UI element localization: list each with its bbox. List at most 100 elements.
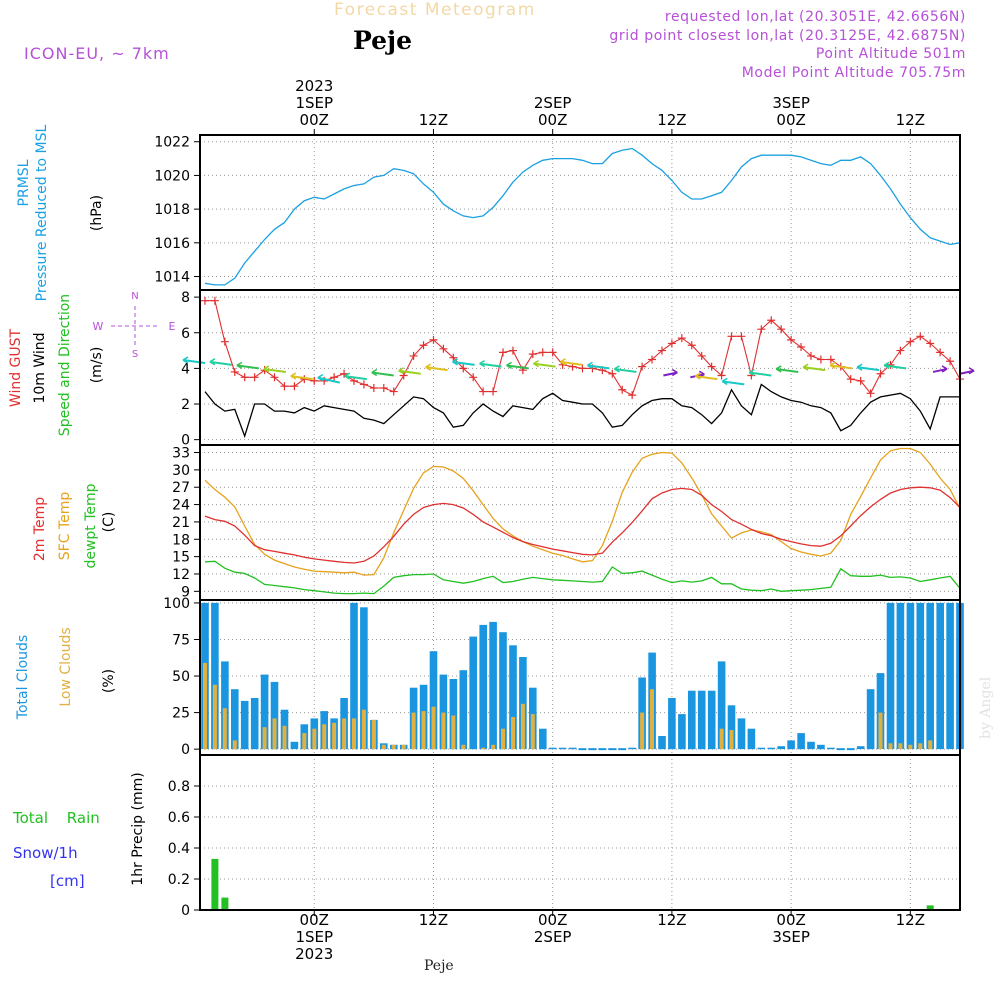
gust-marker <box>707 362 716 371</box>
low-cloud-bar <box>342 718 347 750</box>
gust-marker <box>220 337 229 346</box>
gust-marker <box>717 371 726 380</box>
time-label-top: 00Z <box>776 111 805 129</box>
wind-arrow <box>749 371 772 377</box>
low-cloud-bar <box>461 744 466 750</box>
gust-marker <box>866 389 875 398</box>
gust-marker <box>210 296 219 305</box>
gust-marker <box>916 332 925 341</box>
low-cloud-bar <box>640 712 645 750</box>
wind-arrow-head <box>506 361 512 370</box>
rain-bar <box>926 905 934 910</box>
gust-marker <box>230 367 239 376</box>
model-altitude: Model Point Altitude 705.75m <box>741 65 966 81</box>
wind-ytick-label: 6 <box>181 326 190 342</box>
low-cloud-bar <box>272 718 277 750</box>
low-cloud-bar <box>371 719 376 750</box>
gust-marker <box>369 383 378 392</box>
wind-speed-line <box>204 383 960 439</box>
wind-arrow-head <box>317 374 324 382</box>
wind-arrow <box>883 364 907 370</box>
location-title: Peje <box>353 26 412 55</box>
time-label-top: 12Z <box>657 111 686 129</box>
wind-arrow-head <box>775 365 782 373</box>
gust-marker <box>657 346 666 355</box>
wind-arrow <box>506 364 529 370</box>
wind-ytick-label: 8 <box>181 290 190 306</box>
gust-marker <box>697 351 706 360</box>
wind-arrow <box>587 364 610 370</box>
total-cloud-bar <box>757 747 766 750</box>
total-cloud-bar <box>350 602 358 750</box>
wind-ytick-label: 0 <box>181 433 190 449</box>
requested-coords: requested lon,lat (20.3051E, 42.6656N) <box>664 9 966 25</box>
gust-marker <box>340 369 349 378</box>
time-label-bottom: 00Z <box>538 911 567 929</box>
wind-arrow-head <box>398 367 405 375</box>
total-cloud-bar <box>747 728 756 750</box>
gust-marker <box>608 369 617 378</box>
gust-marker <box>499 348 508 357</box>
total-cloud-bar <box>787 740 795 750</box>
wind-arrow <box>317 376 341 384</box>
wind-arrow-head <box>344 372 351 380</box>
low-cloud-bar <box>312 728 317 750</box>
wind-ytick-label: 4 <box>181 361 190 377</box>
wind-arrow-head <box>533 359 539 368</box>
gust-marker <box>667 339 676 348</box>
low-cloud-bar <box>511 717 515 750</box>
pressure-ytick-label: 1022 <box>154 135 190 151</box>
wind-arrow <box>209 360 233 366</box>
wind-arrow-head <box>587 361 593 370</box>
total-cloud-bar <box>221 661 229 750</box>
clouds-ytick-label: 0 <box>181 742 190 758</box>
gust-marker <box>628 391 637 400</box>
compass-cross <box>111 306 159 346</box>
total-cloud-bar <box>658 736 666 750</box>
low-cloud-bar <box>391 744 396 750</box>
total-cloud-bar <box>519 657 527 750</box>
wind-arrow <box>425 366 448 372</box>
compass-s: S <box>132 349 138 360</box>
gust-marker <box>806 351 815 360</box>
wind-arrow <box>182 359 206 365</box>
wind-arrow <box>959 369 975 375</box>
gust-marker <box>578 364 587 373</box>
low-cloud-bar <box>222 708 227 750</box>
gust-marker <box>926 339 935 348</box>
low-cloud-bar <box>928 740 933 750</box>
precip-ytick-label: 0.6 <box>168 810 190 826</box>
total-cloud-bar <box>459 670 468 750</box>
total-cloud-bar <box>479 624 487 750</box>
footer-location: Peje <box>424 958 454 974</box>
gust-marker <box>479 387 488 396</box>
low-cloud-bar <box>719 728 724 750</box>
total-cloud-bar <box>628 747 636 750</box>
total-cloud-bar <box>797 733 805 750</box>
gust-marker <box>489 387 498 396</box>
gust-marker <box>389 387 398 396</box>
low-cloud-bar <box>451 715 456 750</box>
low-cloud-bar <box>520 703 525 750</box>
low-cloud-bar <box>302 733 307 750</box>
low-cloud-bar <box>421 711 426 750</box>
gust-marker <box>797 343 806 352</box>
total-cloud-bar <box>777 746 785 750</box>
day-label-top: 2SEP <box>534 94 572 112</box>
compass-w: W <box>93 320 104 333</box>
compass-n: N <box>131 291 138 302</box>
wind-arrow <box>371 371 394 377</box>
total-cloud-bar <box>817 744 825 750</box>
low-cloud-bar <box>262 727 267 750</box>
gust-marker <box>886 360 895 369</box>
surface-temp-line <box>204 447 961 576</box>
wind-gust-line <box>205 300 961 396</box>
wind-arrow <box>560 360 583 366</box>
temp-ytick-label: 33 <box>172 446 190 462</box>
total-cloud-bar <box>270 681 279 750</box>
wind-arrow-head <box>371 368 378 377</box>
low-cloud-bar <box>361 709 366 750</box>
low-cloud-bar <box>203 662 207 750</box>
total-cloud-bar <box>697 690 706 750</box>
